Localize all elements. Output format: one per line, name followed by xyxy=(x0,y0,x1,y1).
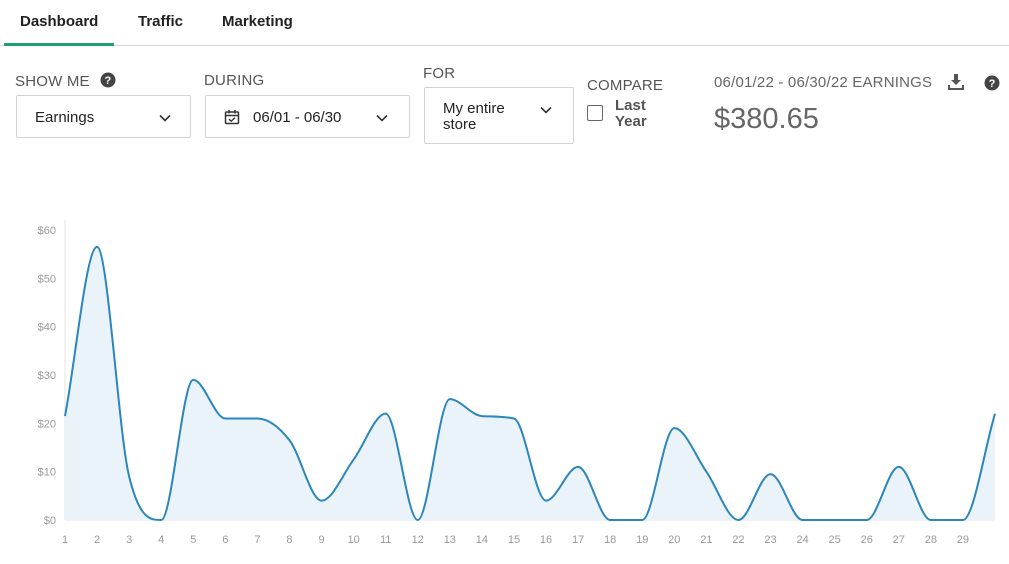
y-tick-label: $20 xyxy=(38,418,56,430)
show-me-label: SHOW ME xyxy=(15,73,90,90)
tab-dashboard[interactable]: Dashboard xyxy=(20,13,99,30)
x-tick-label: 24 xyxy=(796,534,808,546)
x-tick-label: 27 xyxy=(893,534,905,546)
store-value-line2: store xyxy=(443,116,477,133)
y-tick-label: $10 xyxy=(38,467,56,479)
date-range-value: 06/01 - 06/30 xyxy=(253,109,342,126)
chevron-down-icon xyxy=(376,114,388,122)
show-me-header: SHOW ME ? xyxy=(15,72,116,92)
x-tick-label: 18 xyxy=(604,534,616,546)
x-tick-label: 28 xyxy=(925,534,937,546)
store-value-line1: My entire xyxy=(443,100,505,117)
x-tick-label: 14 xyxy=(476,534,488,546)
chevron-down-icon xyxy=(159,114,171,122)
x-tick-label: 9 xyxy=(318,534,324,546)
x-tick-label: 20 xyxy=(668,534,680,546)
help-icon[interactable]: ? xyxy=(984,75,1000,91)
x-tick-label: 10 xyxy=(347,534,359,546)
earnings-line xyxy=(64,245,996,522)
x-tick-label: 1 xyxy=(62,534,68,546)
x-tick-label: 21 xyxy=(700,534,712,546)
tab-marketing[interactable]: Marketing xyxy=(222,13,293,30)
y-tick-label: $60 xyxy=(38,225,56,237)
show-me-select[interactable]: Earnings xyxy=(16,95,191,138)
download-icon[interactable] xyxy=(947,73,965,91)
x-tick-label: 16 xyxy=(540,534,552,546)
y-tick-label: $0 xyxy=(44,515,56,527)
earnings-title: 06/01/22 - 06/30/22 EARNINGS xyxy=(714,74,933,91)
earnings-total: $380.65 xyxy=(714,103,819,135)
during-label: DURING xyxy=(204,72,265,89)
x-tick-label: 11 xyxy=(380,534,391,546)
last-year-label[interactable]: Last Year xyxy=(615,98,675,130)
x-tick-label: 23 xyxy=(764,534,776,546)
help-icon[interactable]: ? xyxy=(100,72,116,92)
last-year-checkbox[interactable] xyxy=(587,105,603,121)
calendar-icon xyxy=(224,110,240,125)
y-tick-label: $50 xyxy=(38,273,56,285)
y-axis-ticks: $0 $10 $20 $30 $40 $50 $60 xyxy=(38,225,56,527)
last-year-label-line1: Last xyxy=(615,97,646,114)
x-tick-label: 25 xyxy=(829,534,841,546)
y-tick-label: $30 xyxy=(38,370,56,382)
show-me-value: Earnings xyxy=(35,109,95,126)
x-tick-label: 22 xyxy=(732,534,744,546)
chevron-down-icon xyxy=(540,106,552,114)
x-tick-label: 2 xyxy=(94,534,100,546)
tab-traffic[interactable]: Traffic xyxy=(138,13,184,30)
x-tick-label: 4 xyxy=(158,534,164,546)
svg-text:?: ? xyxy=(989,78,996,90)
x-tick-label: 29 xyxy=(957,534,969,546)
for-label: FOR xyxy=(423,65,456,82)
x-tick-label: 13 xyxy=(444,534,456,546)
x-tick-label: 3 xyxy=(126,534,132,546)
x-tick-label: 7 xyxy=(254,534,260,546)
date-range-select[interactable]: 06/01 - 06/30 xyxy=(205,95,410,138)
compare-label: COMPARE xyxy=(587,77,664,94)
x-tick-label: 17 xyxy=(572,534,584,546)
x-axis-ticks: 1 2 3 4 5 6 7 8 9 10 11 12 13 14 15 16 17 18 19 20 21 22 23 24 2… xyxy=(62,534,969,546)
svg-text:?: ? xyxy=(105,75,112,87)
x-tick-label: 15 xyxy=(508,534,520,546)
x-tick-label: 5 xyxy=(190,534,196,546)
x-tick-label: 12 xyxy=(412,534,424,546)
x-tick-label: 19 xyxy=(636,534,648,546)
x-tick-label: 8 xyxy=(286,534,292,546)
y-tick-label: $40 xyxy=(38,322,56,334)
store-select[interactable]: My entire store xyxy=(424,87,574,144)
earnings-chart: $0$10$20$30$40$50$60 1 2 3 4 5 6 7 8 9 10 11 12 13 14… xyxy=(38,220,996,546)
earnings-area xyxy=(65,246,995,520)
active-tab-indicator xyxy=(4,43,114,46)
x-tick-label: 6 xyxy=(222,534,228,546)
tab-bar: Dashboard Traffic Marketing xyxy=(0,0,1009,46)
last-year-label-line2: Year xyxy=(615,113,647,130)
x-tick-label: 26 xyxy=(861,534,873,546)
